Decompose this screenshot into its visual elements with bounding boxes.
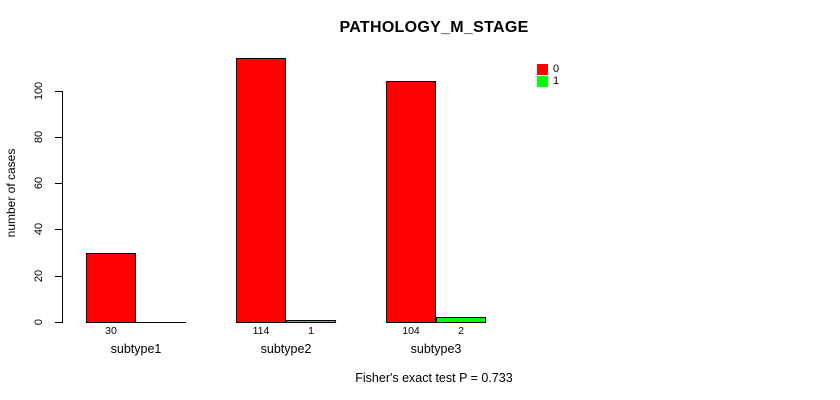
legend-swatch-0 <box>537 64 548 75</box>
baseline-segment <box>86 322 186 323</box>
y-axis-tick-label: 40 <box>33 222 45 236</box>
legend-item: 1 <box>537 76 559 87</box>
category-label: subtype2 <box>260 342 312 356</box>
legend-label: 1 <box>553 75 560 87</box>
y-axis-label: number of cases <box>4 148 18 238</box>
y-axis-tick <box>55 229 63 230</box>
annotation-text: Fisher's exact test P = 0.733 <box>355 371 513 385</box>
bar-subtype3-series-1 <box>436 317 486 322</box>
bar-value-label: 30 <box>105 325 117 337</box>
y-axis-tick-label: 20 <box>33 269 45 283</box>
y-axis-tick <box>55 91 63 92</box>
legend-swatch-1 <box>537 76 548 87</box>
bar-value-label: 114 <box>252 325 270 337</box>
bar-value-label: 2 <box>458 325 464 337</box>
bar-value-label: 1 <box>308 325 314 337</box>
y-axis-tick-label: 100 <box>33 81 45 101</box>
y-axis-tick <box>55 322 63 323</box>
bar-subtype1-series-0 <box>86 253 136 322</box>
y-axis-tick-label: 0 <box>33 318 45 326</box>
y-axis-tick-label: 80 <box>33 130 45 144</box>
bar-subtype3-series-0 <box>386 81 436 322</box>
category-label: subtype1 <box>110 342 162 356</box>
chart-title: PATHOLOGY_M_STAGE <box>339 19 529 36</box>
y-axis-tick <box>55 183 63 184</box>
legend-item: 0 <box>537 64 559 75</box>
baseline-segment <box>236 322 336 323</box>
bar-subtype2-series-0 <box>236 58 286 322</box>
y-axis-tick-label: 60 <box>33 176 45 190</box>
y-axis-line <box>62 91 63 323</box>
y-axis-tick <box>55 137 63 138</box>
category-label: subtype3 <box>410 342 462 356</box>
bar-value-label: 104 <box>402 325 420 337</box>
bar-subtype2-series-1 <box>286 320 336 322</box>
baseline-segment <box>386 322 486 323</box>
legend-label: 0 <box>553 63 560 75</box>
y-axis-tick <box>55 276 63 277</box>
